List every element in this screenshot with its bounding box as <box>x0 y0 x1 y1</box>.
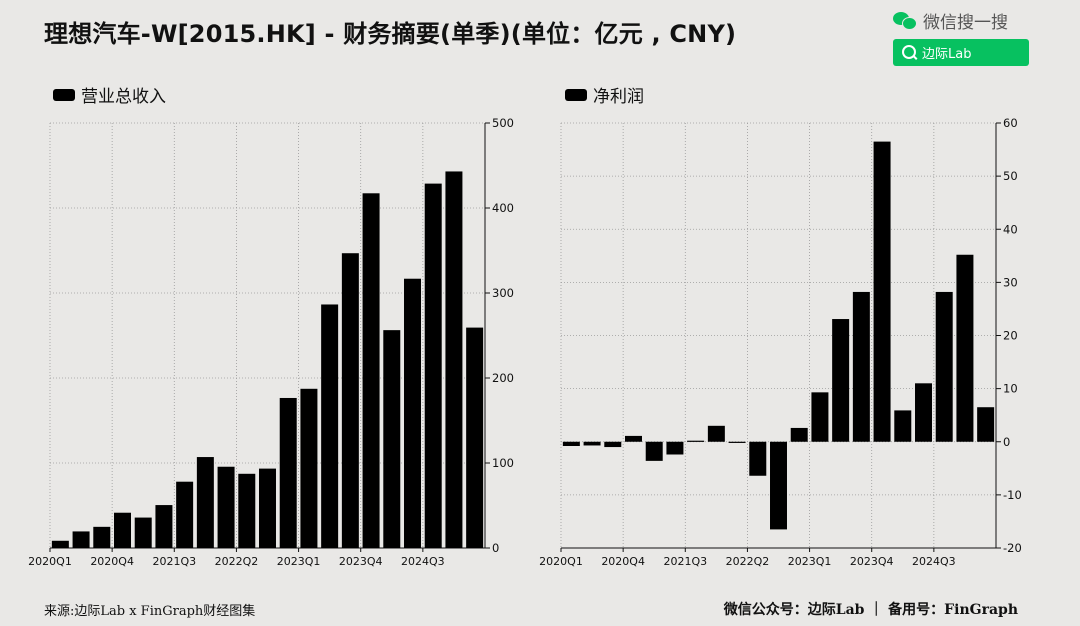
net-profit-xtick-label: 2023Q4 <box>850 555 894 568</box>
account-note: 微信公众号：边际Lab ｜ 备用号：FinGraph <box>723 602 1018 618</box>
revenue-ytick-label: 400 <box>492 201 514 215</box>
revenue-ytick-label: 300 <box>492 286 514 300</box>
wechat-search-label: 微信搜一搜 <box>923 12 1008 33</box>
revenue-xtick-label: 2023Q4 <box>339 555 383 568</box>
revenue-bar-2024Q1 <box>383 330 401 548</box>
revenue-xtick-label: 2021Q3 <box>152 555 196 568</box>
revenue-ytick-label: 500 <box>492 116 514 130</box>
revenue-legend: 营业总收入 <box>53 82 166 107</box>
net-profit-ytick-label: 10 <box>1003 382 1018 396</box>
wechat-logo-icon <box>893 10 917 30</box>
revenue-xtick-label: 2020Q4 <box>90 555 134 568</box>
revenue-legend-label: 营业总收入 <box>81 87 166 107</box>
net-profit-bar-2022Q2 <box>749 441 767 476</box>
revenue-bar-2024Q4 <box>445 171 463 548</box>
net-profit-bar-2024Q4 <box>956 254 974 442</box>
revenue-chart: 0 100 200 300 400 500 2020Q1 2020Q4 2021Q3 2022Q2… <box>28 116 514 568</box>
revenue-ytick-label: 100 <box>492 456 514 470</box>
net-profit-bar-2023Q3 <box>852 291 870 442</box>
wechat-search-button[interactable]: 边际Lab <box>893 39 1029 66</box>
net-profit-bar-2025Q1 <box>977 407 995 442</box>
search-icon <box>902 44 916 59</box>
revenue-bar-2022Q4 <box>279 397 297 548</box>
net-profit-bar-2023Q1 <box>811 392 829 442</box>
revenue-bar-2020Q2 <box>72 531 90 548</box>
net-profit-bar-2022Q4 <box>790 427 808 442</box>
net-profit-ytick-label: 40 <box>1003 222 1018 236</box>
net-profit-ytick-label: 20 <box>1003 329 1018 343</box>
net-profit-bar-2020Q1 <box>562 441 580 446</box>
net-profit-bar-2022Q1 <box>728 441 746 443</box>
net-profit-bar-2023Q2 <box>832 319 850 442</box>
net-profit-chart: -20 -10 0 10 20 30 40 50 60 2020Q1 2020Q4 2021Q3 202… <box>539 116 1022 568</box>
revenue-ytick-label: 200 <box>492 371 514 385</box>
net-profit-bar-2020Q4 <box>625 435 642 442</box>
revenue-bar-2023Q2 <box>321 304 339 548</box>
revenue-bar-2021Q3 <box>176 481 194 548</box>
net-profit-bar-2020Q3 <box>604 441 622 448</box>
net-profit-bar-2022Q3 <box>770 441 787 530</box>
wechat-search-widget: 微信搜一搜 边际Lab <box>893 8 1033 66</box>
revenue-bar-2024Q3 <box>424 183 442 549</box>
net-profit-xtick-label: 2024Q3 <box>912 555 956 568</box>
net-profit-ytick-label: -10 <box>1003 488 1022 502</box>
net-profit-legend-label: 净利润 <box>593 87 644 107</box>
net-profit-ytick-label: 30 <box>1003 275 1018 289</box>
net-profit-ytick-label: -20 <box>1003 541 1022 555</box>
net-profit-bar-2021Q2 <box>666 441 684 455</box>
net-profit-bar-2024Q3 <box>935 291 953 442</box>
source-note: 来源:边际Lab x FinGraph财经图集 <box>44 604 256 619</box>
net-profit-xtick-label: 2021Q3 <box>663 555 707 568</box>
wechat-search-text: 边际Lab <box>922 47 972 62</box>
net-profit-ytick-label: 60 <box>1003 116 1018 130</box>
net-profit-bar-2024Q1 <box>894 410 912 442</box>
revenue-bar-2020Q4 <box>114 512 131 548</box>
page-title: 理想汽车-W[2015.HK] - 财务摘要(单季)(单位：亿元 , CNY) <box>44 20 737 48</box>
revenue-ytick-label: 0 <box>492 541 499 555</box>
revenue-xtick-label: 2023Q1 <box>277 555 321 568</box>
net-profit-legend: 净利润 <box>565 82 644 107</box>
revenue-xtick-label: 2022Q2 <box>215 555 259 568</box>
revenue-bar-2022Q2 <box>238 473 256 548</box>
revenue-legend-swatch <box>53 88 75 101</box>
net-profit-bar-2021Q3 <box>687 440 705 442</box>
net-profit-bar-2021Q4 <box>707 425 725 442</box>
net-profit-legend-swatch <box>565 88 587 101</box>
revenue-bar-2023Q1 <box>300 388 318 548</box>
net-profit-xtick-label: 2022Q2 <box>726 555 770 568</box>
revenue-bar-2023Q4 <box>362 193 380 549</box>
revenue-bar-2022Q3 <box>259 468 276 548</box>
net-profit-bar-2020Q2 <box>583 441 601 446</box>
net-profit-ytick-label: 50 <box>1003 169 1018 183</box>
revenue-bar-2020Q1 <box>51 540 69 548</box>
revenue-bar-2024Q2 <box>404 278 421 548</box>
net-profit-bar-2024Q2 <box>915 383 932 442</box>
net-profit-bar-2021Q1 <box>645 441 663 461</box>
revenue-xtick-label: 2020Q1 <box>28 555 72 568</box>
revenue-bar-2023Q3 <box>341 253 359 548</box>
net-profit-xtick-label: 2023Q1 <box>788 555 832 568</box>
net-profit-bar-2023Q4 <box>873 141 891 442</box>
net-profit-xtick-label: 2020Q4 <box>601 555 645 568</box>
revenue-bar-2021Q1 <box>134 517 152 548</box>
net-profit-ytick-label: 0 <box>1003 435 1010 449</box>
revenue-bar-2022Q1 <box>217 466 235 548</box>
revenue-bar-2020Q3 <box>93 526 111 548</box>
revenue-bar-2021Q4 <box>196 457 214 548</box>
revenue-bar-2025Q1 <box>466 327 484 548</box>
revenue-xtick-label: 2024Q3 <box>401 555 445 568</box>
net-profit-xtick-label: 2020Q1 <box>539 555 583 568</box>
revenue-bar-2021Q2 <box>155 505 173 548</box>
